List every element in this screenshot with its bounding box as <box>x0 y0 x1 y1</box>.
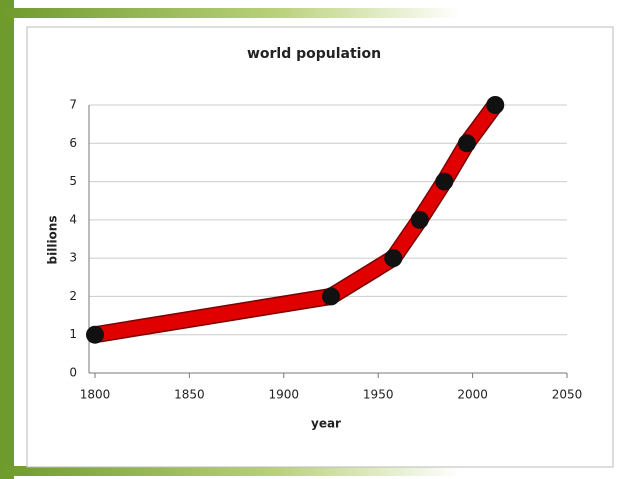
y-tick-label: 5 <box>69 174 77 188</box>
y-axis-label: billions <box>46 216 60 265</box>
marker <box>322 287 340 306</box>
x-tick-label: 1900 <box>269 388 300 402</box>
y-tick-label: 4 <box>69 212 77 226</box>
marker <box>86 325 104 344</box>
x-tick-label: 1800 <box>80 388 111 402</box>
y-tick-label: 1 <box>69 327 77 341</box>
x-axis-label: year <box>311 417 341 431</box>
marker <box>410 210 429 229</box>
left-stripe <box>0 0 14 479</box>
y-tick-label: 7 <box>69 98 77 112</box>
x-tick-label: 2050 <box>552 388 583 402</box>
marker <box>384 249 403 268</box>
x-tick-label: 1950 <box>363 388 394 402</box>
y-tick-label: 3 <box>69 251 77 265</box>
y-tick-label: 2 <box>69 289 77 303</box>
chart-title: world population <box>247 46 381 62</box>
bottom-stripe <box>0 466 460 476</box>
marker <box>435 172 454 191</box>
y-tick-label: 6 <box>69 136 77 150</box>
y-tick-label: 0 <box>69 366 77 380</box>
x-tick-label: 2000 <box>457 388 488 402</box>
x-tick-label: 1850 <box>174 388 205 402</box>
chart-panel <box>26 26 614 468</box>
marker <box>486 96 505 114</box>
top-stripe <box>0 8 460 18</box>
marker <box>457 134 476 153</box>
